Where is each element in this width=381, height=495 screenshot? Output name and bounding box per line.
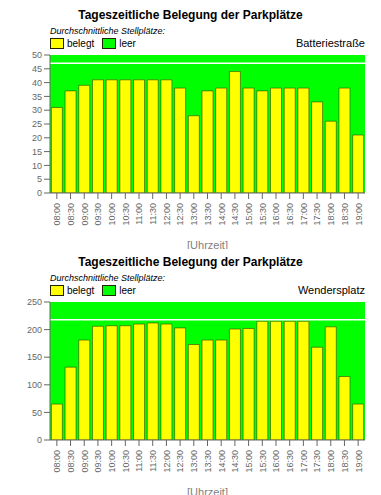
html-text:Tageszeitliche Belegung der Pa: Tageszeitliche Belegung der Parkplätze <box>78 255 303 269</box>
svg-text:12:00: 12:00 <box>162 203 172 226</box>
svg-text:16:30: 16:30 <box>285 203 295 226</box>
svg-text:12:00: 12:00 <box>162 450 172 473</box>
svg-text:150: 150 <box>27 352 42 362</box>
svg-text:[Uhrzeit]: [Uhrzeit] <box>187 486 228 495</box>
svg-text:16:30: 16:30 <box>285 450 295 473</box>
svg-text:[Uhrzeit]: [Uhrzeit] <box>187 239 228 249</box>
svg-text:14:00: 14:00 <box>217 203 227 226</box>
svg-text:17:30: 17:30 <box>312 203 322 226</box>
svg-text:08:30: 08:30 <box>66 450 76 473</box>
svg-text:18:30: 18:30 <box>340 450 350 473</box>
svg-text:17:00: 17:00 <box>299 450 309 473</box>
svg-text:13:30: 13:30 <box>203 450 213 473</box>
svg-text:35: 35 <box>32 92 42 102</box>
svg-text:0: 0 <box>37 435 42 445</box>
svg-text:14:00: 14:00 <box>217 450 227 473</box>
html-text:Batteriestraße: Batteriestraße <box>295 37 365 49</box>
svg-text:19:00: 19:00 <box>354 203 364 226</box>
svg-text:10:30: 10:30 <box>121 203 131 226</box>
svg-text:50: 50 <box>32 50 42 60</box>
svg-text:250: 250 <box>27 297 42 307</box>
svg-text:13:00: 13:00 <box>189 450 199 473</box>
svg-text:14:30: 14:30 <box>230 203 240 226</box>
svg-text:12:30: 12:30 <box>175 203 185 226</box>
svg-text:16:00: 16:00 <box>271 450 281 473</box>
html-text:leer: leer <box>119 38 136 49</box>
svg-text:18:30: 18:30 <box>340 203 350 226</box>
svg-text:11:30: 11:30 <box>148 203 158 225</box>
svg-text:08:30: 08:30 <box>66 203 76 226</box>
svg-text:30: 30 <box>32 105 42 115</box>
svg-text:25: 25 <box>32 119 42 129</box>
html-text:Wendersplatz: Wendersplatz <box>297 284 365 296</box>
svg-text:5: 5 <box>37 174 42 184</box>
svg-text:13:30: 13:30 <box>203 203 213 226</box>
svg-text:18:00: 18:00 <box>326 450 336 473</box>
svg-text:15:00: 15:00 <box>244 203 254 226</box>
svg-text:09:30: 09:30 <box>93 450 103 473</box>
svg-text:200: 200 <box>27 325 42 335</box>
svg-text:18:00: 18:00 <box>326 203 336 226</box>
svg-text:50: 50 <box>32 408 42 418</box>
svg-text:10:00: 10:00 <box>107 203 117 226</box>
svg-text:45: 45 <box>32 64 42 74</box>
svg-text:10:00: 10:00 <box>107 450 117 473</box>
svg-text:15:00: 15:00 <box>244 450 254 473</box>
svg-text:16:00: 16:00 <box>271 203 281 226</box>
svg-text:17:30: 17:30 <box>312 450 322 473</box>
svg-text:10: 10 <box>32 161 42 171</box>
svg-text:19:00: 19:00 <box>354 450 364 473</box>
svg-text:12:30: 12:30 <box>175 450 185 473</box>
html-text:belegt: belegt <box>67 285 95 296</box>
html-text:Tageszeitliche Belegung der Pa: Tageszeitliche Belegung der Parkplätze <box>78 8 303 22</box>
svg-text:0: 0 <box>37 188 42 198</box>
html-text:Durchschnittliche Stellplätze:: Durchschnittliche Stellplätze: <box>50 26 166 37</box>
html-text:belegt: belegt <box>67 38 95 49</box>
svg-text:17:00: 17:00 <box>299 203 309 226</box>
svg-text:09:00: 09:00 <box>80 450 90 473</box>
svg-text:13:00: 13:00 <box>189 203 199 226</box>
svg-text:15:30: 15:30 <box>258 450 268 473</box>
svg-text:40: 40 <box>32 78 42 88</box>
svg-text:20: 20 <box>32 133 42 143</box>
svg-text:08:00: 08:00 <box>52 450 62 473</box>
svg-text:11:00: 11:00 <box>134 450 144 472</box>
svg-text:14:30: 14:30 <box>230 450 240 473</box>
svg-text:11:00: 11:00 <box>134 203 144 225</box>
svg-text:100: 100 <box>27 380 42 390</box>
svg-text:08:00: 08:00 <box>52 203 62 226</box>
svg-text:10:30: 10:30 <box>121 450 131 473</box>
svg-text:15:30: 15:30 <box>258 203 268 226</box>
svg-text:11:30: 11:30 <box>148 450 158 472</box>
html-text:leer: leer <box>119 285 136 296</box>
svg-text:09:30: 09:30 <box>93 203 103 226</box>
svg-text:09:00: 09:00 <box>80 203 90 226</box>
svg-text:15: 15 <box>32 147 42 157</box>
html-text:Durchschnittliche Stellplätze:: Durchschnittliche Stellplätze: <box>50 273 166 284</box>
